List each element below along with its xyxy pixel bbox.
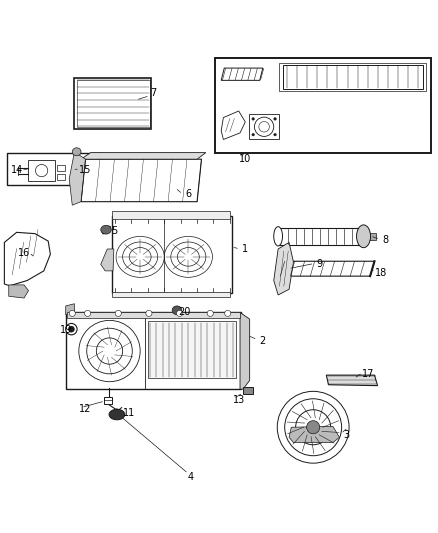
Text: 14: 14 xyxy=(11,165,23,175)
Ellipse shape xyxy=(68,326,74,332)
Text: 6: 6 xyxy=(185,189,191,199)
Bar xyxy=(104,398,112,403)
Ellipse shape xyxy=(307,421,320,434)
Bar xyxy=(112,292,230,297)
Ellipse shape xyxy=(252,118,254,120)
Ellipse shape xyxy=(66,324,77,335)
Ellipse shape xyxy=(357,225,371,248)
Text: 13: 13 xyxy=(233,395,245,405)
Bar xyxy=(74,78,151,128)
Ellipse shape xyxy=(177,310,183,317)
Bar xyxy=(112,211,230,219)
Ellipse shape xyxy=(146,310,152,317)
Bar xyxy=(215,59,431,152)
Ellipse shape xyxy=(252,133,254,136)
Text: 15: 15 xyxy=(79,165,92,175)
Text: 3: 3 xyxy=(343,430,349,440)
Bar xyxy=(28,160,55,181)
Ellipse shape xyxy=(85,310,91,317)
Text: 9: 9 xyxy=(317,260,323,269)
Polygon shape xyxy=(102,226,110,234)
Bar xyxy=(278,228,364,245)
Polygon shape xyxy=(69,152,85,205)
Text: 18: 18 xyxy=(375,268,387,278)
Ellipse shape xyxy=(274,118,276,120)
Polygon shape xyxy=(4,232,50,286)
Ellipse shape xyxy=(72,148,81,156)
Text: 20: 20 xyxy=(178,308,190,318)
Ellipse shape xyxy=(172,306,182,314)
Text: 10: 10 xyxy=(239,154,251,164)
Text: 4: 4 xyxy=(187,472,194,482)
Text: 1: 1 xyxy=(242,244,248,254)
Text: 5: 5 xyxy=(111,227,117,237)
Bar xyxy=(279,63,426,91)
Bar xyxy=(7,152,103,185)
Bar xyxy=(67,312,240,318)
Polygon shape xyxy=(221,111,245,140)
Polygon shape xyxy=(280,261,374,276)
Bar xyxy=(243,387,253,394)
Text: 8: 8 xyxy=(382,235,389,245)
Polygon shape xyxy=(66,304,74,314)
Polygon shape xyxy=(326,375,378,386)
Text: 16: 16 xyxy=(18,248,30,259)
Text: 12: 12 xyxy=(79,404,92,414)
Ellipse shape xyxy=(109,409,125,420)
Ellipse shape xyxy=(115,310,121,317)
Polygon shape xyxy=(289,426,339,442)
Bar xyxy=(57,165,65,171)
Bar xyxy=(77,80,150,127)
Text: 2: 2 xyxy=(260,336,266,346)
Polygon shape xyxy=(81,159,201,201)
Text: 17: 17 xyxy=(362,369,374,379)
Polygon shape xyxy=(240,312,250,389)
Bar xyxy=(112,216,232,293)
Bar xyxy=(66,312,241,389)
Bar xyxy=(57,174,65,180)
Polygon shape xyxy=(274,243,293,295)
Bar xyxy=(249,114,279,140)
Ellipse shape xyxy=(274,227,283,246)
Bar xyxy=(367,233,376,240)
Polygon shape xyxy=(221,68,263,80)
Bar xyxy=(283,65,423,89)
Polygon shape xyxy=(9,285,28,298)
Ellipse shape xyxy=(207,310,213,317)
Text: 19: 19 xyxy=(60,325,72,335)
Ellipse shape xyxy=(69,310,75,317)
Ellipse shape xyxy=(101,225,111,234)
Ellipse shape xyxy=(225,310,231,317)
Polygon shape xyxy=(81,152,206,159)
Text: 11: 11 xyxy=(123,408,135,418)
Ellipse shape xyxy=(274,133,276,136)
Bar xyxy=(148,321,236,378)
Polygon shape xyxy=(101,249,114,271)
Text: 7: 7 xyxy=(150,88,156,99)
